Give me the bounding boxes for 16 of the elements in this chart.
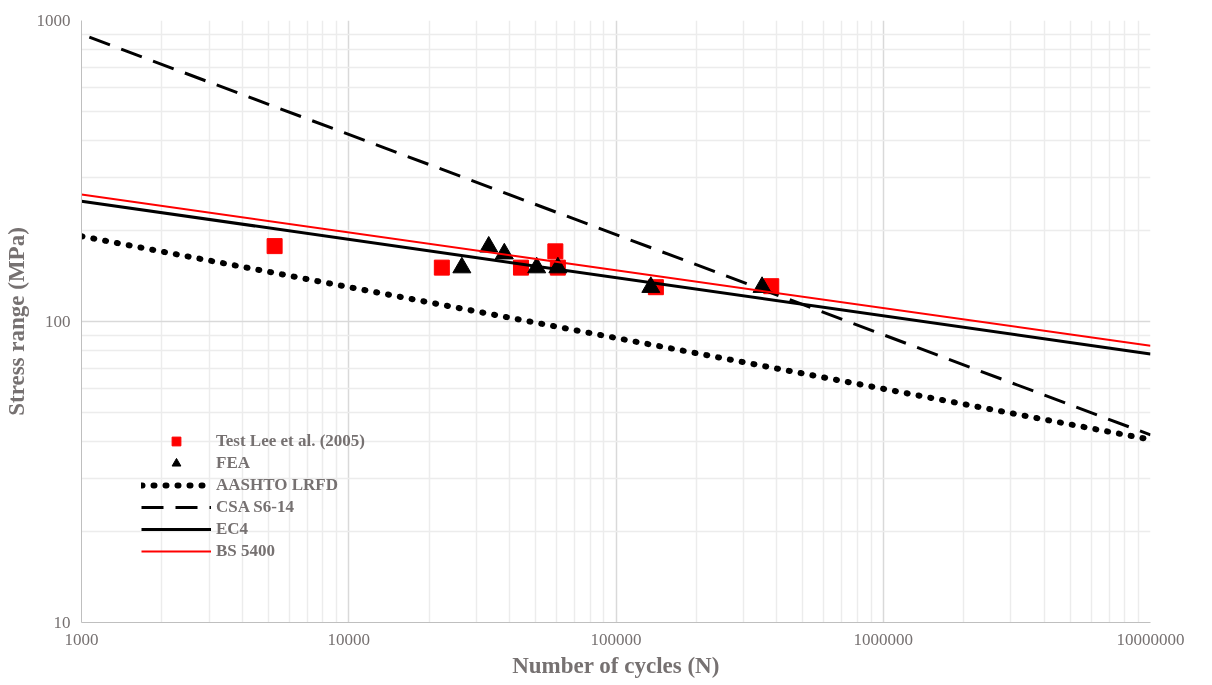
legend-label: BS 5400 — [216, 540, 276, 562]
x-tick-label: 100000 — [590, 629, 642, 649]
x-tick-label: 1000000 — [853, 629, 913, 649]
legend-label: EC4 — [216, 518, 249, 540]
y-tick-label: 100 — [45, 312, 71, 331]
legend-label: AASHTO LRFD — [216, 474, 339, 496]
legend-label: CSA S6-14 — [216, 496, 294, 518]
legend-label: FEA — [216, 452, 250, 474]
legend-label: Test Lee et al. (2005) — [216, 430, 366, 452]
x-tick-label: 10000000 — [1116, 629, 1185, 649]
x-tick-label: 10000 — [327, 629, 370, 649]
y-tick-label: 10 — [53, 613, 71, 632]
y-axis-title: Stress range (MPa) — [3, 227, 29, 416]
x-tick-label: 1000 — [64, 629, 99, 649]
y-tick-label: 1000 — [36, 11, 71, 30]
x-axis-title: Number of cycles (N) — [512, 652, 720, 678]
